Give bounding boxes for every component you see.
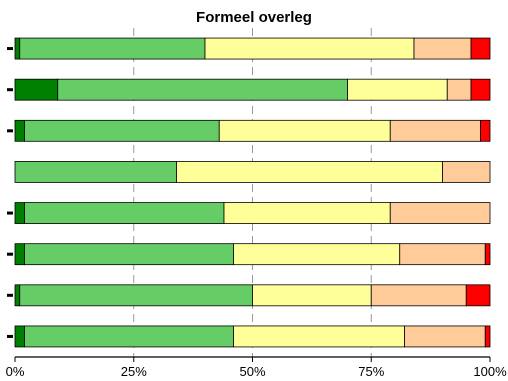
- bar-segment-row7-s4: [370, 284, 467, 307]
- bar-segment-row4-s2: [14, 161, 177, 183]
- bar-segment-row6-s1: [14, 243, 25, 266]
- bar-segment-row8-s5: [484, 325, 491, 348]
- bar-segment-row6-s5: [484, 243, 491, 266]
- bar-segment-row7-s1: [14, 284, 21, 307]
- bar-segment-row3-s4: [389, 119, 481, 142]
- row-marker-1: [7, 47, 13, 51]
- bar-segment-row2-s3: [347, 78, 448, 101]
- x-tick-label-1: 25%: [121, 364, 147, 379]
- gridlines: [133, 28, 372, 357]
- bar-segment-row1-s1: [14, 37, 21, 60]
- bar-segment-row3-s5: [480, 119, 491, 142]
- bar-segment-row6-s2: [24, 243, 234, 266]
- row-marker-5: [7, 211, 13, 215]
- x-axis: 0% 25% 50% 75% 100%: [6, 356, 507, 379]
- row-marker-7: [7, 293, 13, 297]
- bar-segment-row5-s3: [223, 202, 391, 224]
- bar-segment-row3-s1: [14, 119, 25, 142]
- bar-segment-row2-s4: [446, 78, 472, 101]
- bar-segment-row2-s2: [57, 78, 348, 101]
- row-marker-3: [7, 129, 13, 133]
- bar-segment-row1-s4: [413, 37, 472, 60]
- bar-segment-row3-s2: [24, 119, 220, 142]
- bar-segment-row6-s4: [399, 243, 486, 266]
- x-tick-label-4: 100%: [473, 364, 507, 379]
- bar-segment-row4-s4: [442, 161, 491, 183]
- row-marker-2: [7, 88, 13, 92]
- chart-title: Formeel overleg: [196, 9, 312, 26]
- bar-segment-row8-s2: [24, 325, 234, 348]
- bar-segment-row5-s1: [14, 202, 25, 224]
- bar-segment-row8-s1: [14, 325, 25, 348]
- x-tick-label-3: 75%: [358, 364, 384, 379]
- bar-segment-row1-s3: [204, 37, 415, 60]
- x-tick-label-0: 0%: [6, 364, 25, 379]
- bar-segment-row8-s4: [404, 325, 486, 348]
- bars: [7, 37, 491, 348]
- x-tick-label-2: 50%: [239, 364, 265, 379]
- bar-segment-row7-s2: [19, 284, 253, 307]
- bar-segment-row8-s3: [233, 325, 405, 348]
- bar-segment-row7-s5: [465, 284, 491, 307]
- row-marker-8: [7, 334, 13, 338]
- bar-segment-row5-s4: [389, 202, 491, 224]
- bar-segment-row6-s3: [233, 243, 401, 266]
- bar-segment-row2-s5: [470, 78, 491, 101]
- bar-segment-row3-s3: [218, 119, 391, 142]
- bar-segment-row1-s2: [19, 37, 206, 60]
- bar-segment-row4-s3: [176, 161, 443, 183]
- bar-segment-row1-s5: [470, 37, 491, 60]
- bar-segment-row2-s1: [14, 78, 59, 101]
- row-marker-6: [7, 252, 13, 256]
- bar-segment-row7-s3: [252, 284, 372, 307]
- bar-segment-row5-s2: [24, 202, 225, 224]
